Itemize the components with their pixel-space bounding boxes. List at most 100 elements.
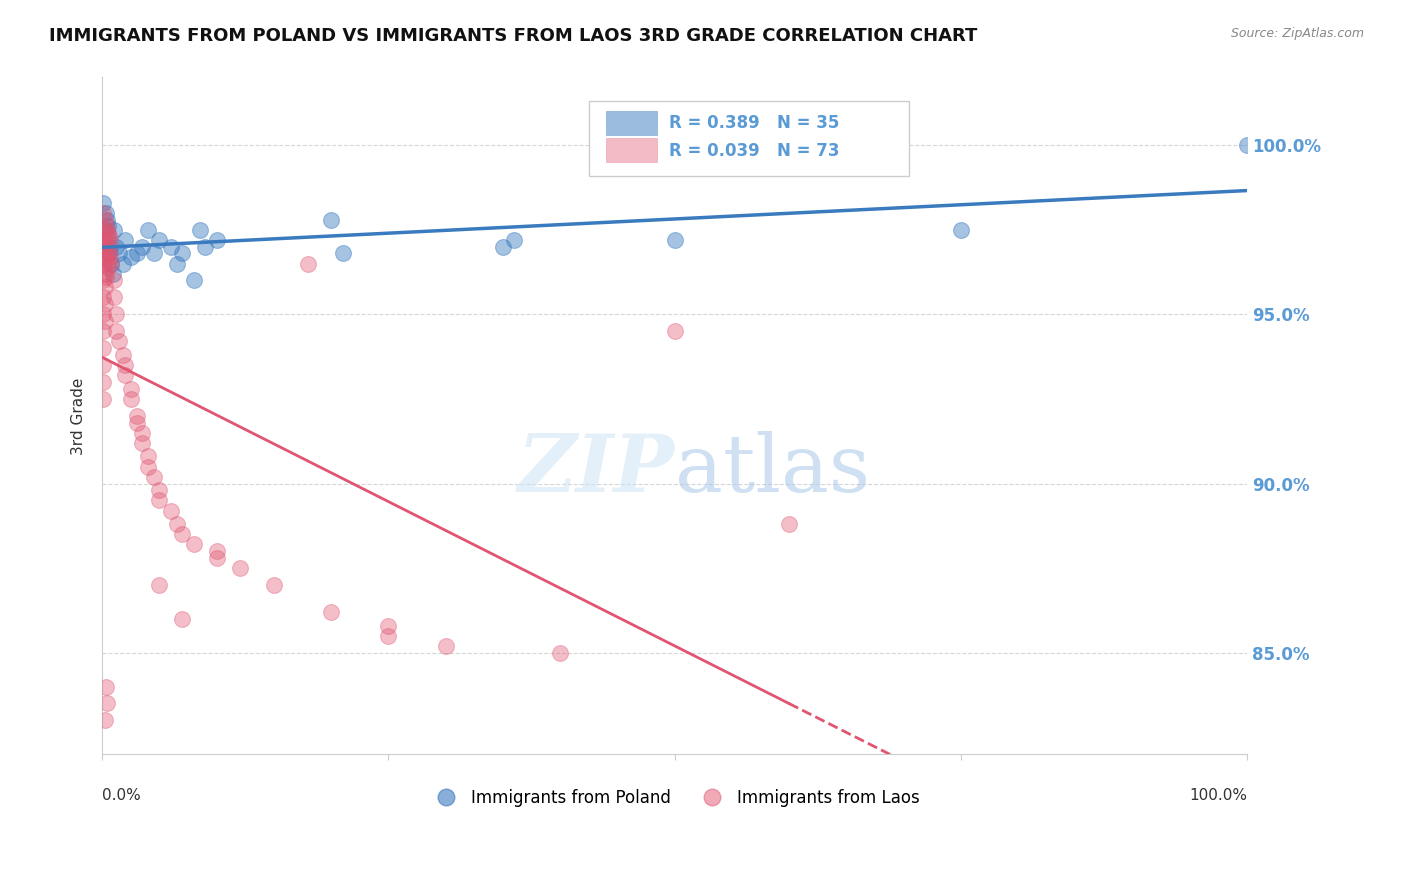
Point [96,239,118,253]
Point [664,324,686,338]
Point [503,233,526,247]
Legend: Immigrants from Poland, Immigrants from Laos: Immigrants from Poland, Immigrants from … [422,782,927,814]
FancyBboxPatch shape [589,101,910,176]
Point [93,714,115,728]
Point [172,246,194,260]
Text: ZIP: ZIP [517,431,675,508]
Point [160,239,183,253]
Point [148,483,170,498]
Point [183,273,205,287]
Point [97,260,120,274]
Point [97,219,120,234]
Point [97,233,120,247]
Point [93,223,115,237]
Text: R = 0.389   N = 35: R = 0.389 N = 35 [669,114,839,132]
Point [172,527,194,541]
Point [120,382,142,396]
Point [131,436,153,450]
Point [136,459,159,474]
Point [142,246,165,260]
Point [98,239,121,253]
Point [194,239,217,253]
Point [321,212,343,227]
Point [100,256,122,270]
Point [101,267,124,281]
Point [94,219,117,234]
Point [205,551,228,566]
Point [125,416,148,430]
Point [664,233,686,247]
Point [104,307,127,321]
Point [94,206,117,220]
Point [93,392,115,406]
Point [136,223,159,237]
Point [131,425,153,440]
Point [93,324,115,338]
Point [103,290,125,304]
Point [434,639,457,653]
Point [94,270,117,285]
Point [97,243,120,257]
Point [93,314,115,328]
Point [108,334,131,349]
Point [205,233,228,247]
Point [377,618,399,632]
Text: R = 0.039   N = 73: R = 0.039 N = 73 [669,142,839,160]
Point [332,246,354,260]
Point [98,246,121,260]
Point [377,629,399,643]
Point [100,256,122,270]
Bar [606,138,658,162]
Point [96,212,118,227]
Point [93,250,115,264]
Point [98,233,121,247]
Point [148,493,170,508]
Point [228,561,250,575]
Point [103,273,125,287]
Point [114,233,136,247]
Point [97,226,120,240]
Point [160,503,183,517]
Point [93,290,115,304]
Point [120,250,142,264]
Point [114,358,136,372]
Point [98,250,121,264]
Point [131,239,153,253]
Point [148,233,170,247]
Point [93,233,115,247]
Point [778,517,800,532]
Point [98,246,121,260]
Point [136,450,159,464]
Point [108,246,131,260]
Point [93,223,115,237]
Point [114,368,136,383]
Point [94,680,117,694]
Point [93,297,115,311]
Point [93,206,115,220]
Bar [606,112,658,135]
Point [93,375,115,389]
Point [321,605,343,619]
Point [96,256,118,270]
Point [183,537,205,551]
Point [93,239,115,253]
Point [104,324,127,338]
Point [949,223,972,237]
Point [93,341,115,355]
Point [172,612,194,626]
Point [93,256,115,270]
Text: Source: ZipAtlas.com: Source: ZipAtlas.com [1230,27,1364,40]
Point [125,409,148,423]
Point [125,246,148,260]
Point [263,578,285,592]
Point [93,280,115,294]
Point [94,253,117,268]
Point [93,273,115,287]
Point [98,229,121,244]
Point [94,236,117,251]
Point [148,578,170,592]
Point [205,544,228,558]
Point [111,348,134,362]
Point [93,212,115,227]
Text: 100.0%: 100.0% [1189,788,1247,803]
